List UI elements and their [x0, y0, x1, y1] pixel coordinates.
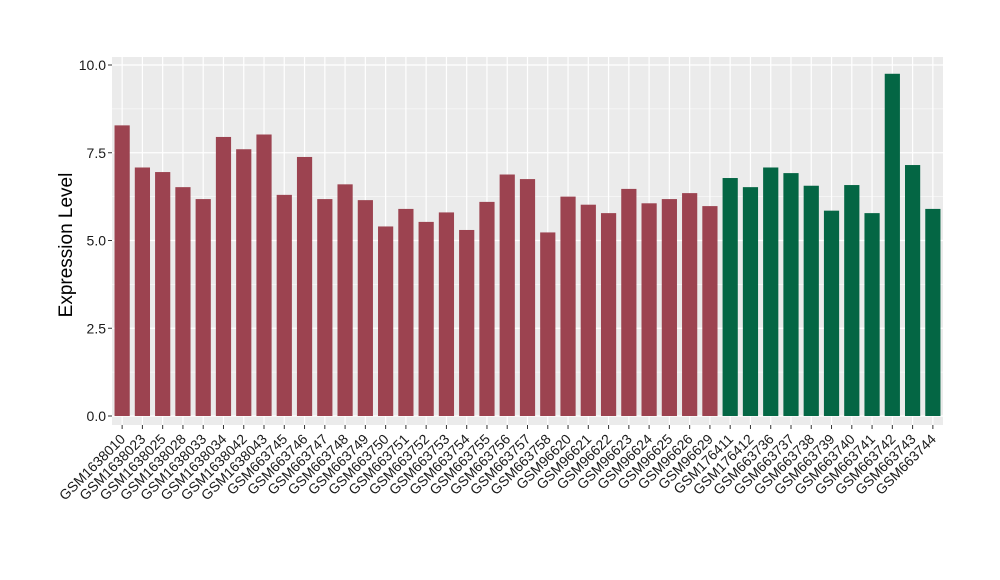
- bar: [155, 172, 171, 416]
- bar: [540, 232, 556, 416]
- bar: [722, 178, 738, 416]
- y-tick-label: 2.5: [87, 320, 107, 336]
- bar: [803, 185, 819, 416]
- y-tick-label: 5.0: [87, 233, 107, 249]
- y-tick-label: 7.5: [87, 145, 107, 161]
- bar: [904, 165, 921, 416]
- bar: [175, 187, 191, 416]
- bar: [479, 201, 495, 416]
- bar: [519, 179, 536, 416]
- bar: [864, 213, 880, 416]
- bar: [560, 196, 576, 416]
- bar: [337, 184, 353, 416]
- bar: [215, 136, 232, 416]
- bar: [195, 199, 211, 416]
- bar: [844, 185, 860, 416]
- bar: [134, 167, 151, 416]
- bar: [702, 206, 718, 416]
- bar: [499, 174, 515, 416]
- bar: [114, 125, 130, 416]
- y-axis: 0.0 2.5 5.0 7.5 10.0: [79, 57, 112, 424]
- y-tick-label: 0.0: [87, 408, 107, 424]
- y-tick-label: 10.0: [79, 57, 106, 73]
- bar: [357, 200, 373, 416]
- bar: [884, 73, 900, 417]
- bar: [580, 204, 596, 416]
- bar: [925, 208, 941, 416]
- bar: [621, 188, 637, 416]
- bar: [378, 226, 394, 416]
- bar: [296, 156, 313, 416]
- bar: [398, 208, 414, 416]
- bar: [661, 199, 677, 416]
- bar: [236, 149, 252, 417]
- bar: [600, 213, 617, 416]
- bar: [418, 221, 434, 416]
- bar: [276, 194, 292, 416]
- bar: [317, 199, 333, 416]
- bar: [438, 212, 455, 416]
- bar: [763, 167, 779, 416]
- bar: [682, 193, 698, 416]
- y-axis-title: Expression Level: [56, 173, 77, 318]
- bar: [641, 203, 657, 416]
- bar: [742, 187, 759, 416]
- bar: [783, 173, 799, 416]
- x-axis: GSM1638010GSM1638023GSM1638025GSM1638028…: [56, 425, 939, 503]
- bar: [459, 229, 475, 416]
- bars: [114, 73, 941, 417]
- bar: [823, 210, 840, 416]
- bar: [256, 134, 272, 417]
